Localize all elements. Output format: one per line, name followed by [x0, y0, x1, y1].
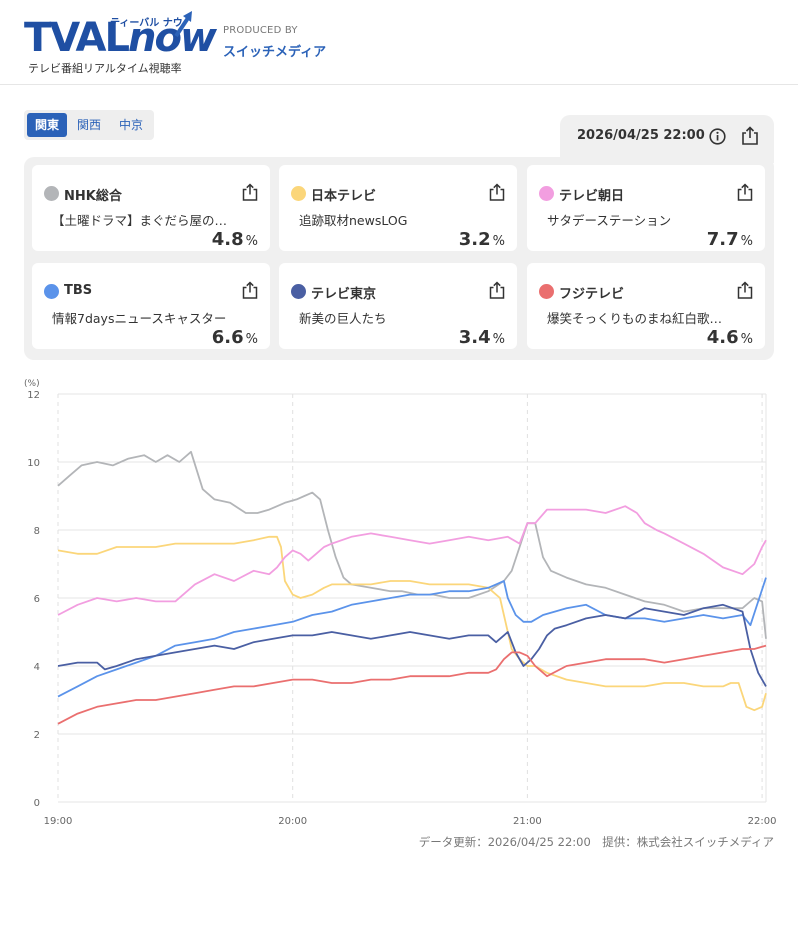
share-icon[interactable] [741, 126, 759, 145]
share-icon[interactable] [737, 281, 753, 299]
tvalnow-logo[interactable]: TVALnow ティーバル ナウ テレビ番組リアルタイム視聴率 [24, 10, 217, 75]
share-icon[interactable] [737, 183, 753, 201]
program-title: 情報7daysニュースキャスター [52, 311, 227, 326]
tab-chukyo[interactable]: 中京 [119, 118, 144, 132]
rating-value: 3.4% [458, 327, 505, 348]
program-title: 新美の巨人たち [299, 311, 387, 326]
region-tabs: 関東 関西 中京 [24, 110, 155, 140]
data-source-footer: データ更新：2026/04/25 22:00 提供：株式会社スイッチメディア [418, 835, 774, 849]
fuji-color-dot [539, 284, 554, 299]
series-line-nhk [57, 450, 767, 639]
channel-name: TBS [64, 283, 93, 298]
datetime-tab [560, 115, 774, 163]
share-icon[interactable] [242, 183, 258, 201]
logo-wordmark: TVALnow [24, 15, 217, 61]
logo-kana: ティーバル ナウ [110, 18, 183, 29]
update-datetime: 2026/04/25 22:00 [577, 128, 705, 143]
x-tick-label: 19:00 [44, 816, 73, 827]
channel-card-tvtokyo[interactable]: テレビ東京 新美の巨人たち 3.4% [279, 263, 517, 349]
y-tick-label: 12 [27, 390, 40, 401]
series-line-ntv [57, 535, 767, 712]
logo-subtitle: テレビ番組リアルタイム視聴率 [28, 62, 182, 75]
y-axis-unit-label: (%) [24, 379, 40, 389]
producer-link[interactable]: スイッチメディア [223, 45, 327, 60]
x-tick-label: 20:00 [278, 816, 307, 827]
tab-kanto[interactable]: 関東 [27, 113, 68, 137]
channel-name: NHK総合 [64, 189, 122, 204]
channel-name: テレビ朝日 [559, 189, 625, 204]
rating-value: 4.6% [706, 327, 753, 348]
y-tick-label: 10 [27, 458, 40, 469]
nhk-color-dot [44, 186, 59, 201]
produced-by-label: PRODUCED BY [223, 25, 298, 36]
y-tick-label: 6 [34, 594, 40, 605]
rating-value: 3.2% [458, 229, 505, 250]
series-line-fuji [57, 644, 767, 725]
program-title: 【土曜ドラマ】まぐだら屋の… [52, 213, 228, 228]
ntv-color-dot [291, 186, 306, 201]
series-line-tbs [57, 577, 767, 698]
x-tick-label: 21:00 [513, 816, 542, 827]
x-tick-label: 22:00 [748, 816, 777, 827]
share-icon[interactable] [489, 183, 505, 201]
series-line-tvasahi [57, 505, 767, 616]
channel-card-ntv[interactable]: 日本テレビ 追跡取材newsLOG 3.2% [279, 165, 517, 251]
info-icon[interactable] [709, 128, 726, 145]
tbs-color-dot [44, 284, 59, 299]
rating-value: 4.8% [211, 229, 258, 250]
share-icon[interactable] [489, 281, 505, 299]
app-header: TVALnow ティーバル ナウ テレビ番組リアルタイム視聴率 PRODUCED… [0, 0, 798, 85]
y-tick-label: 8 [34, 526, 40, 537]
channel-card-fuji[interactable]: フジテレビ 爆笑そっくりものまね紅白歌… 4.6% [527, 263, 765, 349]
program-title: 爆笑そっくりものまね紅白歌… [547, 311, 723, 326]
rating-value: 6.6% [211, 327, 258, 348]
share-icon[interactable] [242, 281, 258, 299]
y-tick-label: 4 [34, 662, 40, 673]
channel-card-tbs[interactable]: TBS 情報7daysニュースキャスター 6.6% [32, 263, 270, 349]
rating-value: 7.7% [706, 229, 753, 250]
logo-arrow-icon [174, 11, 192, 38]
channel-card-nhk[interactable]: NHK総合 【土曜ドラマ】まぐだら屋の… 4.8% [32, 165, 270, 251]
channel-name: フジテレビ [559, 287, 625, 302]
channel-card-tvasahi[interactable]: テレビ朝日 サタデーステーション 7.7% [527, 165, 765, 251]
y-tick-label: 2 [34, 730, 40, 741]
channel-name: 日本テレビ [311, 189, 377, 204]
program-title: サタデーステーション [547, 213, 672, 228]
tvasahi-color-dot [539, 186, 554, 201]
program-title: 追跡取材newsLOG [299, 213, 408, 228]
tvtokyo-color-dot [291, 284, 306, 299]
series-line-tvtokyo [57, 603, 767, 687]
channel-name: テレビ東京 [311, 287, 377, 302]
tab-kansai[interactable]: 関西 [77, 118, 102, 132]
ratings-line-chart[interactable]: 0 2 4 6 8 10 12(%) 19:00 20:00 21:00 22:00 [0, 368, 798, 838]
y-tick-label: 0 [34, 798, 40, 809]
